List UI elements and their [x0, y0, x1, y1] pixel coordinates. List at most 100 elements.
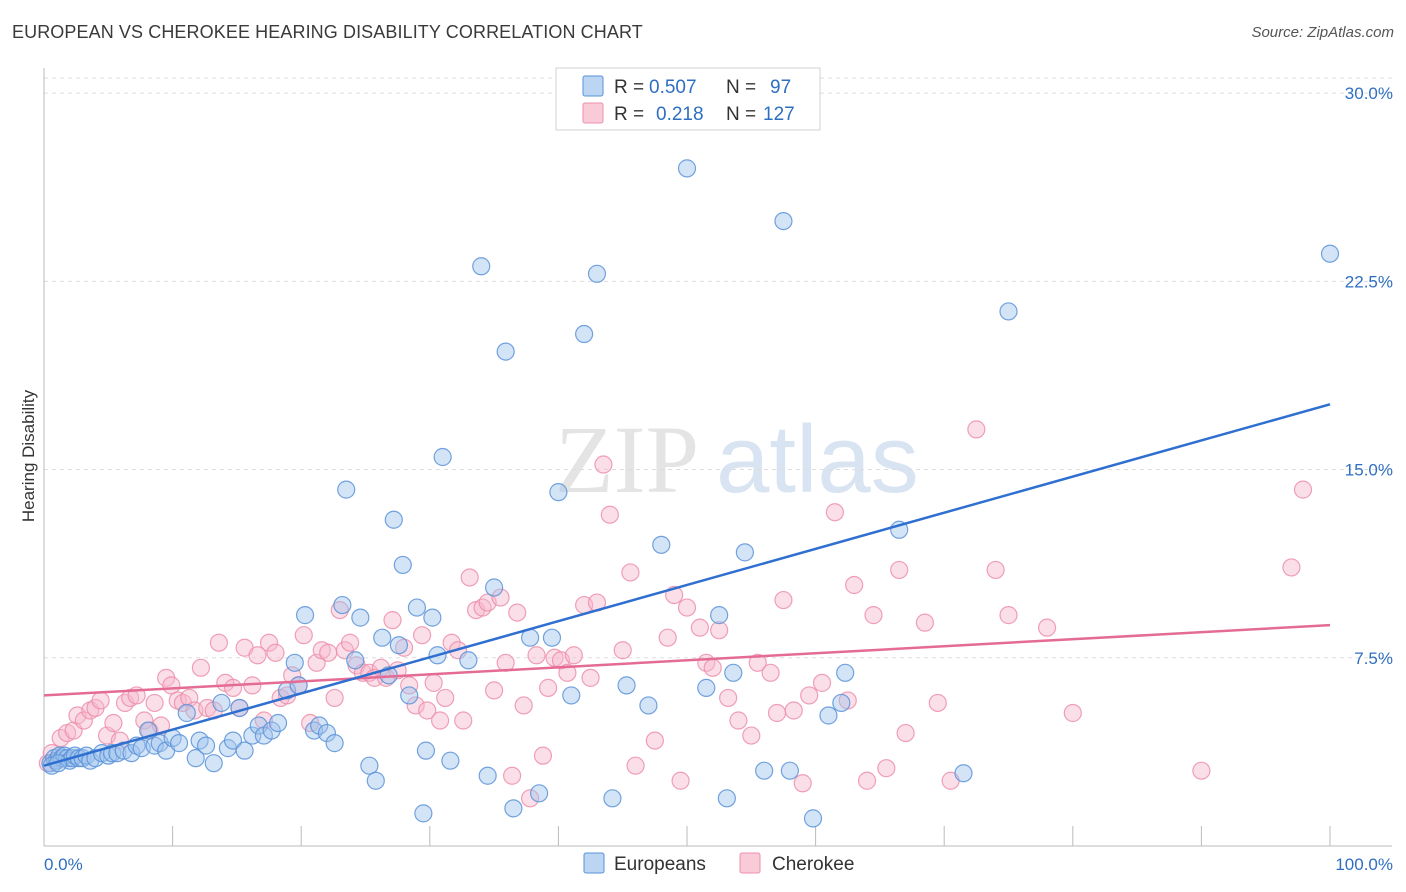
- cherokee-point-32: [223, 678, 243, 697]
- europeans-point-85: [617, 676, 636, 695]
- legend-n-value-europeans: 97: [770, 77, 791, 98]
- europeans-point-38: [235, 741, 254, 760]
- europeans-point-72: [472, 257, 491, 276]
- cherokee-point-120: [845, 575, 864, 595]
- cherokee-point-36: [248, 646, 267, 665]
- cherokee-point-114: [784, 701, 803, 720]
- cherokee-point-76: [485, 681, 504, 700]
- europeans-point-87: [652, 535, 671, 554]
- legend-swatch-cherokee: [582, 102, 604, 124]
- cherokee-point-84: [533, 746, 553, 765]
- cherokee-point-109: [742, 726, 761, 745]
- europeans-point-45: [285, 653, 304, 672]
- y-tick-label-0: 7.5%: [1354, 649, 1393, 668]
- cherokee-point-37: [254, 711, 274, 730]
- europeans-point-76: [504, 799, 523, 818]
- cherokee-point-77: [491, 588, 510, 607]
- legend-r-value-cherokee: 0.218: [656, 104, 704, 125]
- cherokee-point-134: [1282, 558, 1301, 577]
- cherokee-point-99: [658, 628, 677, 647]
- chart-title: EUROPEAN VS CHEROKEE HEARING DISABILITY …: [12, 22, 643, 42]
- legend-swatch-europeans: [582, 75, 604, 97]
- cherokee-point-44: [294, 626, 313, 645]
- cherokee-point-128: [967, 420, 986, 439]
- legend-r-label-cherokee: R =: [614, 104, 644, 125]
- cherokee-point-23: [168, 691, 187, 710]
- cherokee-point-39: [266, 643, 285, 662]
- cherokee-point-50: [330, 600, 349, 620]
- europeans-point-103: [999, 302, 1018, 321]
- cherokee-point-113: [774, 590, 793, 610]
- europeans-point-94: [755, 761, 774, 780]
- cherokee-point-129: [986, 560, 1005, 580]
- europeans-point-43: [268, 713, 288, 733]
- europeans-point-65: [414, 804, 433, 823]
- europeans-point-34: [212, 693, 231, 713]
- x-tick-label-max: 100.0%: [1335, 855, 1393, 874]
- europeans-point-36: [223, 731, 243, 750]
- cherokee-point-102: [677, 598, 697, 617]
- cherokee-point-116: [800, 686, 819, 705]
- cherokee-point-68: [436, 688, 455, 708]
- europeans-point-97: [803, 809, 823, 828]
- trend-lines: [43, 403, 1331, 767]
- europeans-point-63: [400, 686, 419, 705]
- cherokee-point-59: [383, 611, 402, 630]
- europeans-point-70: [441, 751, 460, 770]
- axes: [43, 68, 1392, 847]
- cherokee-point-72: [460, 568, 479, 587]
- cherokee-point-74: [473, 598, 492, 617]
- europeans-point-99: [832, 693, 851, 713]
- europeans-point-71: [459, 651, 478, 670]
- europeans-point-54: [346, 651, 365, 670]
- europeans-point-102: [954, 764, 973, 783]
- grid-lines: [44, 77, 1392, 659]
- cherokee-point-106: [710, 621, 729, 640]
- europeans-point-47: [295, 606, 315, 625]
- europeans-point-74: [485, 578, 504, 597]
- europeans-point-88: [677, 159, 697, 178]
- cherokee-point-10: [91, 691, 110, 710]
- cherokee-point-89: [564, 646, 583, 665]
- europeans-point-91: [717, 789, 736, 808]
- cherokee-point-7: [74, 711, 93, 730]
- cherokee-point-27: [191, 658, 210, 677]
- europeans-point-49: [310, 716, 329, 735]
- europeans-point-64: [407, 598, 427, 617]
- legend-n-label-europeans: N =: [726, 77, 756, 98]
- cherokee-point-95: [613, 641, 632, 660]
- europeans-point-50: [317, 723, 337, 743]
- y-tick-label-3: 30.0%: [1345, 84, 1393, 103]
- cherokee-point-48: [319, 643, 338, 662]
- europeans-point-51: [325, 734, 344, 753]
- cherokee-point-19: [145, 693, 164, 713]
- europeans-point-32: [196, 736, 216, 755]
- cherokee-point-12: [104, 713, 123, 733]
- cherokee-point-118: [825, 503, 844, 522]
- europeans-point-83: [587, 264, 607, 283]
- cherokee-point-49: [325, 688, 344, 708]
- cherokee-point-115: [793, 774, 812, 793]
- bottom-legend-swatch-europeans: [583, 852, 605, 874]
- cherokee-point-132: [1063, 703, 1082, 723]
- cherokee-point-98: [645, 731, 664, 750]
- cherokee-trend-line: [43, 623, 1331, 697]
- europeans-point-98: [819, 706, 838, 725]
- y-tick-label-2: 22.5%: [1345, 272, 1393, 291]
- europeans-point-86: [639, 696, 658, 715]
- cherokee-point-135: [1293, 480, 1313, 499]
- cherokee-point-122: [877, 759, 896, 778]
- cherokee-point-81: [514, 696, 533, 715]
- europeans-point-78: [530, 784, 549, 803]
- cherokee-point-93: [594, 455, 613, 474]
- europeans-point-81: [562, 686, 581, 705]
- cherokee-points: [38, 420, 1313, 808]
- europeans-point-95: [774, 211, 793, 231]
- europeans-point-29: [177, 703, 196, 723]
- bottom-legend-swatch-cherokee: [739, 852, 761, 874]
- cherokee-point-83: [527, 646, 546, 665]
- cherokee-point-131: [1037, 618, 1057, 637]
- cherokee-point-17: [135, 711, 154, 730]
- europeans-point-75: [496, 342, 515, 361]
